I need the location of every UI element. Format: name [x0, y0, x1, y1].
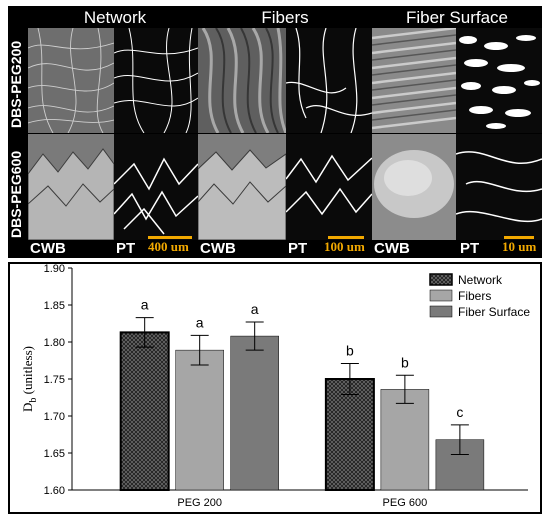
significance-letter: a — [251, 301, 259, 317]
micrograph-fibers-peg200-cwb — [198, 28, 286, 133]
scale-bar-1 — [148, 236, 192, 239]
significance-letter: b — [346, 342, 354, 358]
micrograph-panel: Network Fibers Fiber Surface DBS-PEG200 … — [8, 6, 542, 258]
bar-fibers-1 — [380, 389, 430, 491]
tile-label-pt-3: PT — [460, 240, 480, 257]
significance-letter: c — [456, 404, 463, 420]
micrograph-network-peg600-cwb — [28, 134, 114, 240]
y-tick-label: 1.75 — [44, 374, 65, 386]
x-tick-label: PEG 600 — [383, 497, 428, 509]
column-title-network: Network — [83, 8, 147, 27]
x-tick-label: PEG 200 — [177, 497, 222, 509]
micrograph-network-peg600-pt — [114, 134, 198, 240]
micrograph-fibers-peg600-cwb — [198, 134, 286, 240]
tile-label-pt-2: PT — [288, 240, 308, 257]
significance-letter: a — [141, 297, 149, 313]
row-label-peg200: DBS-PEG200 — [8, 40, 24, 128]
y-tick-label: 1.70 — [44, 411, 65, 423]
tile-label-cwb-2: CWB — [200, 240, 236, 257]
legend-swatch — [429, 273, 453, 286]
scale-bar-3 — [504, 236, 534, 239]
micrograph-fibers-peg200-pt — [286, 28, 372, 133]
y-tick-label: 1.90 — [44, 264, 65, 275]
y-axis-label: Db (unitless) — [20, 346, 39, 412]
bar-chart: 1.60 1.65 1.70 1.75 1.80 1.85 1.90 Db (unitless… — [20, 264, 530, 509]
legend-label: Fiber Surface — [458, 305, 530, 319]
significance-letter: a — [196, 314, 204, 330]
column-title-fiber-surface: Fiber Surface — [405, 8, 509, 27]
significance-letter: b — [401, 354, 409, 370]
legend-label: Network — [458, 273, 503, 287]
tile-label-cwb-1: CWB — [30, 240, 66, 257]
y-tick-label: 1.80 — [44, 337, 65, 349]
bar-network-0 — [119, 331, 170, 491]
scale-label-2: 100 um — [324, 239, 365, 254]
column-title-fibers: Fibers — [261, 8, 309, 27]
legend-swatch — [429, 305, 453, 318]
tile-label-cwb-3: CWB — [374, 240, 410, 257]
scale-bar-2 — [328, 236, 364, 239]
scale-label-3: 10 um — [502, 239, 537, 254]
y-tick-label: 1.85 — [44, 300, 65, 312]
micrograph-surface-peg200-pt — [456, 28, 542, 133]
micrograph-network-peg200-pt — [114, 28, 198, 133]
legend-label: Fibers — [458, 289, 491, 303]
bar-network-1 — [324, 378, 375, 491]
bar-fiber-surface-0 — [230, 335, 279, 491]
scale-label-1: 400 um — [148, 239, 189, 254]
micrograph-surface-peg600-cwb — [372, 134, 456, 240]
legend-swatch — [429, 289, 453, 302]
micrograph-surface-peg600-pt — [456, 134, 542, 240]
micrograph-surface-peg200-cwb — [372, 28, 456, 133]
row-label-peg600: DBS-PEG600 — [8, 150, 24, 238]
micrograph-network-peg200-cwb — [28, 28, 114, 133]
bar-fiber-surface-1 — [435, 439, 485, 491]
micrograph-fibers-peg600-pt — [286, 134, 372, 240]
bar-fibers-0 — [175, 349, 224, 491]
chart-frame: 1.60 1.65 1.70 1.75 1.80 1.85 1.90 Db (unitless… — [8, 262, 542, 514]
y-tick-label: 1.60 — [44, 485, 65, 497]
tile-label-pt-1: PT — [116, 240, 136, 257]
y-tick-label: 1.65 — [44, 448, 65, 460]
